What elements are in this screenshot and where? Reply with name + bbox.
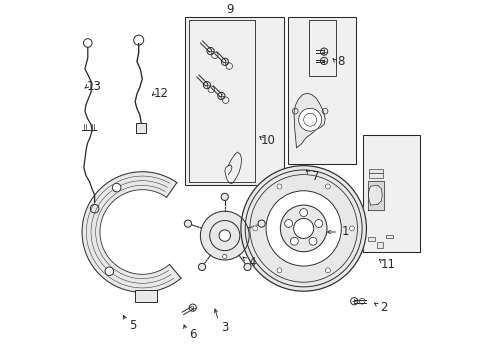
Text: 3: 3	[221, 320, 228, 333]
Bar	[386, 234, 392, 238]
Bar	[376, 242, 382, 248]
Circle shape	[276, 184, 282, 189]
Text: 12: 12	[154, 87, 168, 100]
Text: 5: 5	[129, 319, 136, 332]
Bar	[308, 21, 335, 76]
Text: 6: 6	[188, 328, 196, 341]
Circle shape	[222, 254, 226, 258]
Circle shape	[276, 268, 282, 273]
Circle shape	[219, 230, 230, 241]
Bar	[188, 21, 255, 182]
Circle shape	[112, 183, 121, 192]
Text: 4: 4	[247, 256, 255, 269]
Polygon shape	[293, 93, 325, 148]
Circle shape	[265, 191, 341, 266]
Circle shape	[200, 211, 249, 260]
Bar	[362, 135, 419, 252]
Circle shape	[252, 226, 257, 231]
Circle shape	[325, 184, 330, 189]
Bar	[368, 173, 382, 178]
Bar	[368, 168, 382, 173]
Circle shape	[314, 220, 322, 228]
Text: 10: 10	[261, 134, 275, 147]
Circle shape	[299, 208, 307, 216]
Circle shape	[258, 220, 264, 227]
Text: 7: 7	[312, 170, 319, 183]
Bar	[287, 17, 355, 164]
Text: 8: 8	[337, 55, 345, 68]
Circle shape	[298, 108, 321, 131]
Polygon shape	[367, 181, 383, 211]
Circle shape	[241, 166, 366, 291]
Bar	[367, 237, 375, 241]
Circle shape	[198, 263, 205, 270]
Text: 9: 9	[226, 3, 233, 16]
Bar	[135, 291, 156, 302]
Bar	[136, 123, 146, 133]
Bar	[185, 17, 284, 185]
Circle shape	[325, 268, 330, 273]
Circle shape	[290, 237, 298, 245]
Text: 13: 13	[86, 80, 101, 93]
Circle shape	[280, 205, 326, 252]
Circle shape	[244, 263, 251, 270]
Text: 2: 2	[380, 301, 387, 314]
Text: 11: 11	[380, 258, 395, 271]
Text: 1: 1	[341, 225, 348, 238]
Circle shape	[349, 226, 354, 231]
Polygon shape	[367, 185, 382, 205]
Circle shape	[184, 220, 191, 227]
Circle shape	[284, 220, 292, 228]
Circle shape	[221, 193, 228, 201]
Circle shape	[105, 267, 113, 276]
Polygon shape	[82, 172, 181, 292]
Circle shape	[308, 237, 316, 245]
Circle shape	[293, 219, 313, 238]
